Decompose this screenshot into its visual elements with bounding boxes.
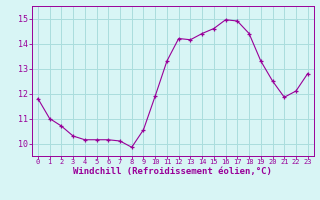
X-axis label: Windchill (Refroidissement éolien,°C): Windchill (Refroidissement éolien,°C)	[73, 167, 272, 176]
